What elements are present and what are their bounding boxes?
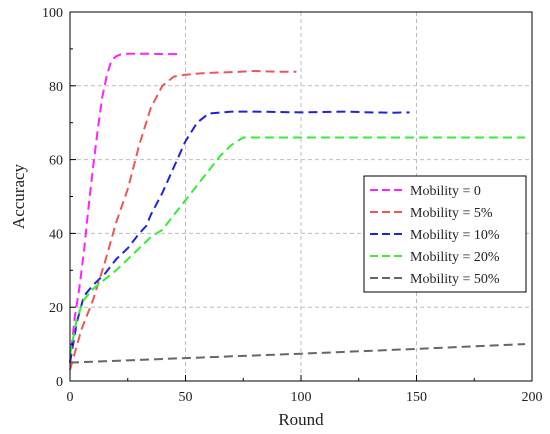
legend-label: Mobility = 10% <box>410 228 500 243</box>
legend-box <box>363 175 527 293</box>
axis-ticks: 0 50 100 150 200 0 20 40 60 80 100 <box>42 6 543 405</box>
y-tick-label: 40 <box>49 227 63 242</box>
y-axis-title: Accuracy <box>9 163 28 229</box>
y-tick-label: 80 <box>49 80 63 95</box>
legend-label: Mobility = 0 <box>410 184 481 199</box>
series-line-1 <box>69 69 297 371</box>
x-tick-label: 150 <box>406 390 427 405</box>
x-axis-title: Round <box>278 410 324 429</box>
y-tick-label: 20 <box>49 301 63 316</box>
y-tick-label: 0 <box>56 375 63 390</box>
legend: Mobility = 0 Mobility = 5% Mobility = 10% M… <box>363 175 527 293</box>
series-line-2 <box>69 110 410 363</box>
x-tick-label: 100 <box>291 390 312 405</box>
legend-label: Mobility = 20% <box>410 250 500 265</box>
series-line-3 <box>69 136 526 356</box>
x-tick-label: 200 <box>522 390 543 405</box>
series-lines <box>69 52 526 371</box>
y-tick-label: 60 <box>49 154 63 169</box>
x-tick-label: 0 <box>67 390 74 405</box>
series-line-4 <box>69 343 526 364</box>
legend-label: Mobility = 5% <box>410 206 493 221</box>
series-line-0 <box>69 52 181 363</box>
y-tick-label: 100 <box>42 6 63 21</box>
x-tick-label: 50 <box>179 390 193 405</box>
legend-label: Mobility = 50% <box>410 272 500 287</box>
